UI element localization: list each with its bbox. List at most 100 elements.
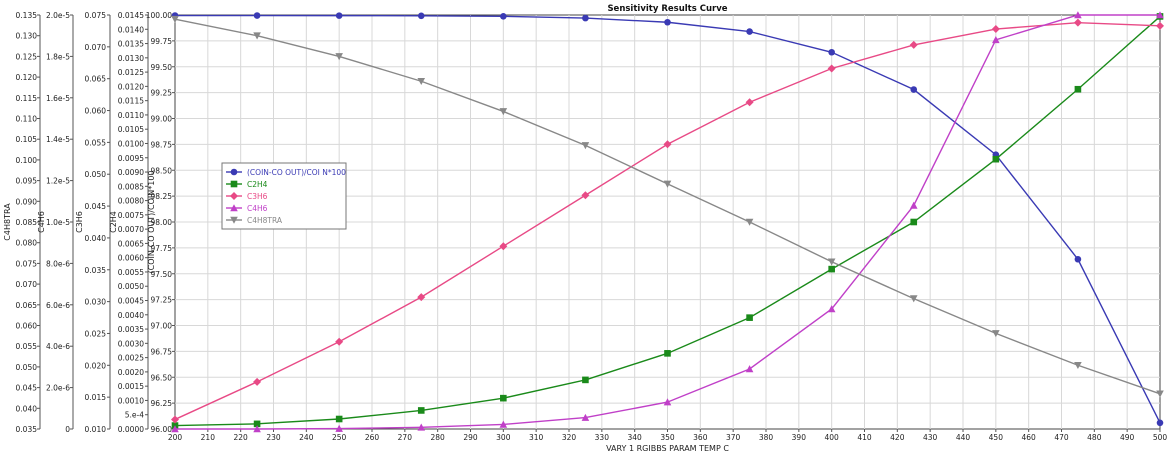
- ytick-label: 0.075: [85, 11, 107, 20]
- axis-title-y_c4h6: C4H6: [37, 211, 46, 233]
- xtick-label: 230: [266, 433, 281, 442]
- ytick-label: 0.095: [16, 177, 38, 186]
- ytick-label: 0.015: [85, 393, 107, 402]
- ytick-label: 0.115: [16, 94, 38, 103]
- ytick-label: 99.25: [151, 89, 173, 98]
- axis-title-y_c2h4: C2H4: [109, 211, 118, 233]
- ytick-label: 0.030: [85, 298, 107, 307]
- ytick-label: 0.0130: [118, 54, 144, 63]
- ytick-label: 0.055: [85, 138, 107, 147]
- ytick-label: 98.50: [151, 166, 173, 175]
- data-point-series-0: [500, 13, 507, 20]
- data-point-series-1: [664, 350, 671, 357]
- legend-marker-4: [230, 216, 238, 224]
- xtick-label: 370: [726, 433, 741, 442]
- ytick-label: 0.0125: [118, 68, 144, 77]
- xtick-label: 410: [857, 433, 872, 442]
- ytick-label: 0.0045: [118, 297, 144, 306]
- ytick-label: 0.0065: [118, 239, 144, 248]
- data-point-series-0: [335, 12, 343, 19]
- data-point-series-3: [1156, 11, 1164, 19]
- data-point-series-3: [171, 425, 179, 433]
- ytick-label: 0.120: [16, 73, 38, 82]
- ytick-label: 0.0145: [118, 11, 144, 20]
- data-point-series-1: [253, 420, 261, 428]
- ytick-label: 99.00: [151, 115, 173, 124]
- data-point-series-3: [663, 398, 672, 406]
- xtick-label: 450: [989, 433, 1004, 442]
- xtick-label: 390: [792, 433, 807, 442]
- ytick-label: 0.0085: [118, 182, 144, 191]
- ytick-label: 8.0e-6: [46, 259, 70, 268]
- data-point-series-0: [582, 14, 589, 22]
- data-point-series-2: [991, 25, 1000, 34]
- axis-title-y_conv: (COIN-CO OUT)/COIN*100: [147, 170, 156, 273]
- data-point-series-2: [499, 242, 508, 251]
- xtick-label: 420: [890, 433, 905, 442]
- data-point-series-0: [1074, 255, 1082, 263]
- data-point-series-0: [253, 12, 261, 19]
- xtick-label: 300: [496, 433, 511, 442]
- ytick-label: 0.0020: [118, 368, 144, 377]
- ytick-label: 0.085: [16, 218, 38, 227]
- data-point-series-2: [1156, 21, 1164, 30]
- ytick-label: 97.50: [151, 270, 173, 279]
- data-point-series-3: [992, 36, 1000, 44]
- ytick-label: 0.070: [16, 280, 38, 289]
- axis-title-y_c4h8tra: C4H8TRA: [3, 203, 12, 241]
- data-point-series-3: [499, 420, 508, 428]
- xtick-label: 480: [1087, 433, 1102, 442]
- ytick-label: 0.0070: [118, 225, 144, 234]
- data-point-series-0: [828, 48, 835, 56]
- legend-label-0: (COIN-CO OUT)/COI N*100: [247, 168, 346, 177]
- legend-label-4: C4H8TRA: [247, 216, 283, 225]
- ytick-label: 0.010: [85, 425, 107, 434]
- ytick-label: 97.75: [151, 244, 173, 253]
- data-point-series-4: [1074, 361, 1082, 370]
- ytick-label: 5.e-4: [125, 411, 144, 420]
- data-point-series-3: [745, 365, 754, 373]
- data-point-series-4: [909, 295, 918, 303]
- ytick-label: 0.130: [16, 32, 38, 41]
- xtick-label: 500: [1153, 433, 1167, 442]
- ytick-label: 0.065: [85, 75, 107, 84]
- data-point-series-1: [910, 218, 918, 226]
- ytick-label: 98.75: [151, 140, 173, 149]
- data-point-series-2: [745, 98, 754, 107]
- xtick-label: 400: [825, 433, 840, 442]
- xtick-label: 220: [234, 433, 249, 442]
- legend-label-1: C2H4: [247, 180, 268, 189]
- data-point-series-1: [582, 376, 589, 384]
- ytick-label: 0.0030: [118, 339, 144, 348]
- xtick-label: 360: [693, 433, 708, 442]
- ytick-label: 0.040: [16, 404, 38, 413]
- data-point-series-0: [664, 18, 671, 26]
- ytick-label: 0.0090: [118, 168, 144, 177]
- xtick-label: 350: [660, 433, 675, 442]
- chart-title: Sensitivity Results Curve: [607, 4, 727, 14]
- legend-box: [221, 162, 347, 230]
- ytick-label: 0.0115: [118, 97, 144, 106]
- xtick-label: 280: [431, 433, 446, 442]
- ytick-label: 0.070: [85, 43, 107, 52]
- ytick-label: 0.035: [16, 425, 38, 434]
- xtick-label: 270: [398, 433, 413, 442]
- ytick-label: 98.00: [151, 218, 173, 227]
- ytick-label: 0.125: [16, 52, 38, 61]
- ytick-label: 0.0040: [118, 311, 144, 320]
- ytick-label: 1.2e-5: [46, 177, 70, 186]
- ytick-label: 0.090: [16, 197, 38, 206]
- ytick-label: 0.0135: [118, 40, 144, 49]
- data-point-series-0: [417, 12, 425, 20]
- data-point-series-0: [746, 28, 753, 35]
- xtick-label: 440: [956, 433, 971, 442]
- data-point-series-1: [992, 155, 1000, 163]
- data-point-series-2: [417, 293, 426, 302]
- data-point-series-0: [910, 86, 918, 93]
- data-point-series-1: [335, 415, 343, 423]
- ytick-label: 4.0e-6: [46, 342, 70, 351]
- ytick-label: 0.0000: [118, 425, 144, 434]
- xtick-label: 490: [1120, 433, 1135, 442]
- data-point-series-0: [1156, 419, 1164, 427]
